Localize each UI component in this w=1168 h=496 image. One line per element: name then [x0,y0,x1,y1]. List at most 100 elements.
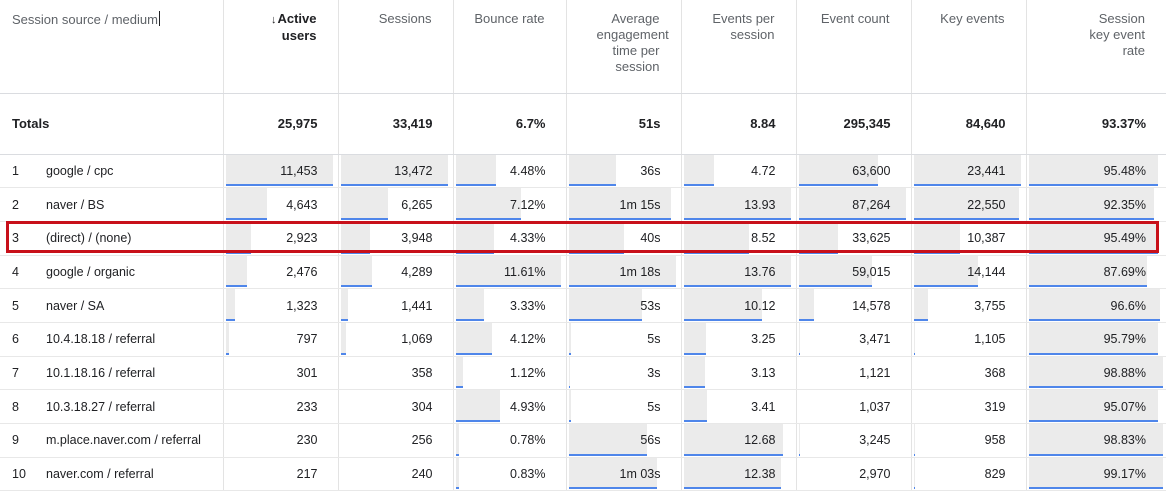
table-row[interactable]: 8 10.3.18.27 / referral 233 304 4.93% 5s 3.41 1… [0,389,1166,424]
metric-value: 301 [296,365,318,380]
table-row[interactable]: 5 naver / SA 1,323 1,441 3.33% 53s 10.12 14,578… [0,288,1166,323]
metric-value: 4,289 [401,264,433,279]
source-label[interactable]: naver.com / referral [46,467,154,482]
metric-value: 256 [411,433,433,448]
value-bar [683,289,762,321]
metric-value: 958 [984,433,1006,448]
source-cell[interactable]: 7 10.1.18.16 / referral [0,356,223,391]
value-bar [683,154,714,187]
table-row[interactable]: 7 10.1.18.16 / referral 301 358 1.12% 3s 3.13 1… [0,356,1166,391]
source-label[interactable]: m.place.naver.com / referral [46,433,201,448]
metric-value: 7.12% [510,197,546,212]
table-row[interactable]: 10 naver.com / referral 217 240 0.83% 1m 03s 1… [0,457,1166,492]
metric-value: 6,265 [401,197,433,212]
value-bar [568,322,572,355]
value-bar [455,457,460,490]
metric-value: 10,387 [967,231,1006,246]
value-bar [913,255,979,288]
totals-row: Totals 25,975 33,419 6.7% 51s 8.84 295,3… [0,93,1166,155]
metric-value: 4.48% [510,163,546,178]
metric-value: 11.61% [504,264,546,279]
row-rank: 3 [12,231,19,246]
metric-cell-active_users: 1,323 [222,288,338,323]
metric-cell-session_key_event_rate: 87.69% [1025,255,1166,290]
table-row[interactable]: 9 m.place.naver.com / referral 230 256 0.78%… [0,423,1166,458]
totals-value: 8.84 [680,93,796,155]
row-rank: 7 [12,365,19,380]
metric-value: 3.33% [510,298,546,313]
metric-cell-active_users: 217 [222,457,338,492]
metric-cell-event_count: 3,471 [795,322,911,357]
source-label[interactable]: google / cpc [46,163,114,178]
source-cell[interactable]: 5 naver / SA [0,288,223,323]
row-rank: 9 [12,433,19,448]
row-rank: 8 [12,399,19,414]
totals-value: 6.7% [452,93,566,155]
source-label[interactable]: naver / BS [46,197,105,212]
source-cell[interactable]: 3 (direct) / (none) [0,221,223,256]
source-cell[interactable]: 4 google / organic [0,255,223,290]
column-header-event-count[interactable]: Event count [795,0,911,94]
value-bar [340,221,370,254]
source-label[interactable]: naver / SA [46,298,105,313]
table-row[interactable]: 6 10.4.18.18 / referral 797 1,069 4.12% 5s 3.2… [0,322,1166,357]
value-bar [913,289,928,321]
metric-cell-events_per_session: 10.12 [680,288,796,323]
value-bar [683,390,708,422]
totals-value: 93.37% [1025,93,1166,155]
row-rank: 5 [12,298,19,313]
value-bar [568,356,570,389]
metric-value: 40s [640,231,661,246]
metric-cell-session_key_event_rate: 99.17% [1025,457,1166,492]
column-header-sessions[interactable]: Sessions [337,0,453,94]
row-rank: 2 [12,197,19,212]
value-bar [225,221,252,254]
value-bar [798,255,873,288]
metric-cell-bounce_rate: 4.48% [452,154,566,189]
value-bar [913,322,916,355]
source-cell[interactable]: 2 naver / BS [0,187,223,222]
metric-value: 36s [640,163,661,178]
metric-value: 13,472 [394,163,433,178]
metric-value: 1,323 [286,298,318,313]
table-row[interactable]: 3 (direct) / (none) 2,923 3,948 4.33% 40s 8.52… [0,221,1166,256]
metric-cell-key_events: 829 [910,457,1026,492]
value-bar [798,154,878,187]
table-row[interactable]: 2 naver / BS 4,643 6,265 7.12% 1m 15s 13.93 87,… [0,187,1166,222]
value-bar [1028,154,1159,187]
table-row[interactable]: 1 google / cpc 11,453 13,472 4.48% 36s 4.72 63,… [0,154,1166,189]
source-cell[interactable]: 9 m.place.naver.com / referral [0,423,223,458]
sort-down-icon[interactable]: ↓ [270,14,277,26]
column-header-active-users[interactable]: ↓Active users [222,0,338,94]
column-header-source[interactable]: Session source / medium [0,0,223,94]
source-label[interactable]: google / organic [46,264,135,279]
column-header-bounce-rate[interactable]: Bounce rate [452,0,566,94]
column-header-avg-engagement[interactable]: Average engagement time per session [565,0,681,94]
metric-value: 96.6% [1110,298,1146,313]
source-label[interactable]: 10.3.18.27 / referral [46,399,156,414]
metric-value: 1,121 [859,365,891,380]
source-label[interactable]: (direct) / (none) [46,231,132,246]
metric-cell-session_key_event_rate: 95.79% [1025,322,1166,357]
value-bar [455,154,497,187]
metric-cell-event_count: 59,015 [795,255,911,290]
column-header-events-per-session[interactable]: Events per session [680,0,796,94]
metric-cell-key_events: 3,755 [910,288,1026,323]
column-header-key-events[interactable]: Key events [910,0,1026,94]
table-row[interactable]: 4 google / organic 2,476 4,289 11.61% 1m 18s 1… [0,255,1166,290]
metric-value: 3s [647,365,661,380]
source-cell[interactable]: 1 google / cpc [0,154,223,189]
source-label[interactable]: 10.1.18.16 / referral [46,365,156,380]
source-cell[interactable]: 10 naver.com / referral [0,457,223,492]
metric-value: 319 [984,399,1006,414]
metric-value: 304 [411,399,433,414]
source-cell[interactable]: 6 10.4.18.18 / referral [0,322,223,357]
value-bar [455,390,500,422]
source-label[interactable]: 10.4.18.18 / referral [46,332,156,347]
metric-cell-sessions: 358 [337,356,453,391]
metric-value: 10.12 [744,298,776,313]
source-cell[interactable]: 8 10.3.18.27 / referral [0,389,223,424]
metric-value: 23,441 [967,163,1006,178]
metric-cell-event_count: 14,578 [795,288,911,323]
column-header-session-key-event-rate[interactable]: Session key event rate [1025,0,1166,94]
